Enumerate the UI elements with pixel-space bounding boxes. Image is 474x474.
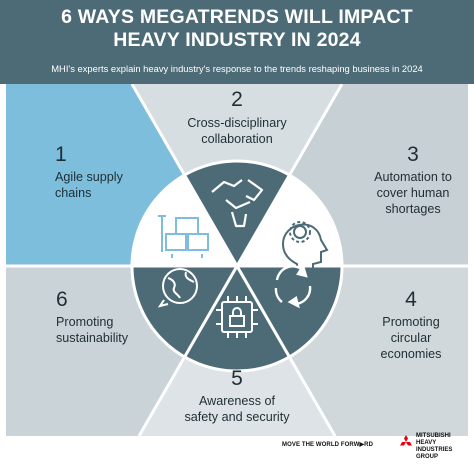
trend-6-number: 6 [56, 288, 68, 311]
mitsubishi-logo-icon [400, 435, 412, 446]
trend-1-number: 1 [55, 143, 67, 166]
logo-line-2: HEAVY [416, 440, 437, 446]
trend-5-line-1: Awareness of [199, 394, 276, 408]
logo-line-4: GROUP [416, 454, 439, 460]
trend-5-line-2: safety and security [185, 410, 291, 424]
trend-4-line-1: Promoting [382, 315, 439, 329]
trend-3-line-2: cover human [377, 186, 450, 200]
recycle-arrows-icon [274, 263, 312, 309]
handshake-icon [211, 179, 264, 228]
six-trends-diagram: 1 Agile supply chains 2 Cross-disciplina… [6, 84, 468, 436]
head-gear-icon [281, 221, 329, 273]
trend-2-line-2: collaboration [201, 132, 272, 146]
trend-3-number: 3 [407, 143, 419, 166]
inner-wedge-5 [184, 266, 290, 371]
title-line-2: HEAVY INDUSTRY IN 2024 [113, 29, 361, 51]
logo-line-1: MITSUBISHI [416, 433, 451, 439]
boxes-icon [158, 215, 209, 258]
footer-tagline: MOVE THE WORLD FORW▶RD [282, 442, 374, 448]
trend-1-line-1: Agile supply [55, 170, 124, 184]
trend-3-label: 3 Automation to cover human shortages [374, 143, 452, 216]
trend-6-line-2: sustainability [56, 331, 129, 345]
mitsubishi-logo-text: MITSUBISHI HEAVY INDUSTRIES GROUP [416, 433, 452, 461]
trend-6-label: 6 Promoting sustainability [56, 288, 129, 345]
trend-2-number: 2 [231, 88, 243, 111]
trend-6-line-1: Promoting [56, 315, 113, 329]
title-line-1: 6 WAYS MEGATRENDS WILL IMPACT [61, 6, 413, 28]
sector-dividers [6, 84, 468, 436]
page-title: 6 WAYS MEGATRENDS WILL IMPACT HEAVY INDU… [0, 6, 474, 52]
trend-5-label: 5 Awareness of safety and security [185, 367, 291, 424]
trend-4-line-2: circular [391, 331, 432, 345]
logo-line-3: INDUSTRIES [416, 447, 453, 453]
trend-4-label: 4 Promoting circular economies [381, 288, 442, 361]
trend-1-line-2: chains [55, 186, 91, 200]
trend-2-line-1: Cross-disciplinary [187, 116, 287, 130]
trend-3-line-3: shortages [385, 202, 440, 216]
trend-1-label: 1 Agile supply chains [55, 143, 124, 200]
trend-4-line-3: economies [381, 347, 442, 361]
trend-3-line-1: Automation to [374, 170, 452, 184]
globe-leaf-icon [157, 268, 198, 308]
trend-2-label: 2 Cross-disciplinary collaboration [187, 88, 287, 146]
header-banner [0, 0, 474, 84]
trend-4-number: 4 [405, 288, 417, 311]
chip-lock-icon [216, 296, 258, 338]
trend-5-number: 5 [231, 367, 243, 390]
page-subtitle: MHI's experts explain heavy industry's r… [51, 63, 423, 74]
inner-wedge-2 [184, 161, 290, 266]
